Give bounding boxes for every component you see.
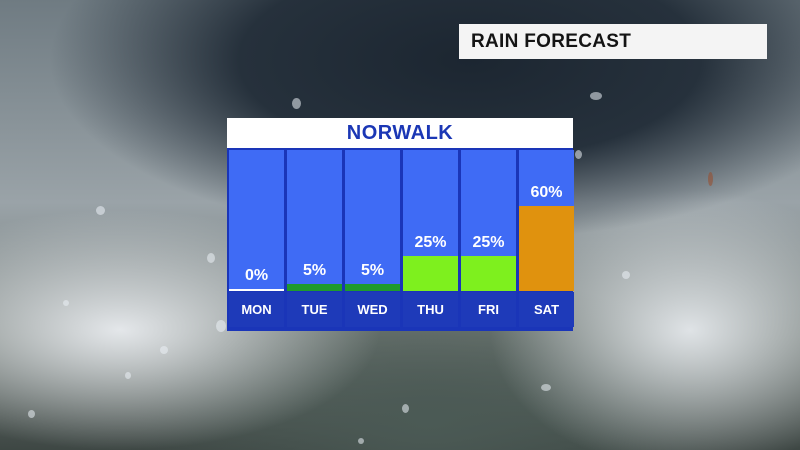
rain-bar-thu [403, 255, 458, 291]
day-column-fri: 25% FRI [461, 150, 516, 327]
rain-bar-wed [345, 283, 400, 291]
day-label: SAT [519, 292, 574, 327]
rain-percent-label: 5% [302, 261, 327, 279]
day-column-sat: 60% SAT [519, 150, 574, 327]
rain-percent-label: 0% [244, 267, 269, 284]
rain-bar-tue [287, 283, 342, 291]
day-label: FRI [461, 292, 516, 327]
forecast-title-box: RAIN FORECAST [459, 24, 767, 59]
day-label: THU [403, 292, 458, 327]
forecast-title: RAIN FORECAST [471, 30, 632, 52]
day-column-thu: 25% THU [403, 150, 458, 327]
column-background [287, 150, 342, 291]
day-column-mon: 0% MON [229, 150, 284, 327]
column-background [345, 150, 400, 291]
rain-percent-label: 25% [414, 233, 447, 251]
chart-location-title: NORWALK [227, 118, 573, 148]
rain-percent-label: 25% [472, 233, 505, 251]
day-label: WED [345, 292, 400, 327]
day-label: TUE [287, 292, 342, 327]
rain-percent-label: 5% [360, 261, 385, 279]
rain-bar-fri [461, 255, 516, 291]
rain-percent-label: 60% [530, 184, 563, 202]
column-background [229, 150, 284, 291]
rain-chart-panel: NORWALK 0% MON 5% TUE 5% WED 25% THU 25% FRI 60% SA… [227, 118, 574, 331]
day-column-tue: 5% TUE [287, 150, 342, 327]
rain-bar-mon [229, 289, 284, 291]
rain-bar-sat [519, 206, 574, 291]
day-column-wed: 5% WED [345, 150, 400, 327]
day-label: MON [229, 292, 284, 327]
